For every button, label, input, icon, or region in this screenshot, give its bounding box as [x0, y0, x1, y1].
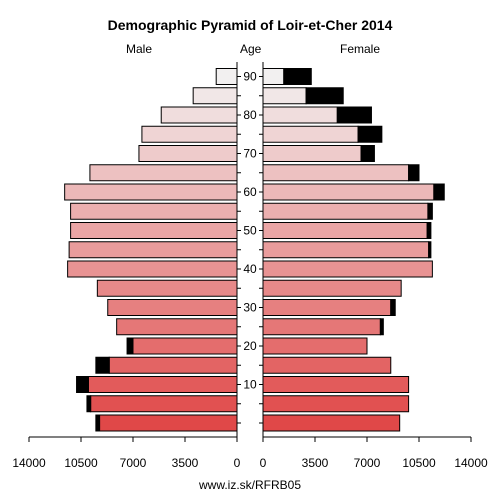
male-bar	[215, 68, 238, 85]
female-bar	[262, 337, 368, 355]
x-tick-label-male: 0	[234, 456, 241, 470]
female-bar	[262, 145, 362, 162]
female-bar	[262, 260, 433, 278]
female-bar	[262, 202, 429, 220]
chart-title: Demographic Pyramid of Loir-et-Cher 2014	[107, 17, 393, 33]
male-bar	[67, 260, 238, 278]
male-bar	[68, 241, 238, 259]
female-bar	[262, 414, 401, 432]
x-tick-label-male: 10500	[64, 456, 98, 470]
female-excess-bar	[390, 299, 396, 316]
female-header: Female	[340, 42, 381, 56]
age-tick-label: 40	[243, 262, 257, 276]
male-bar	[96, 279, 238, 297]
age-tick-label: 10	[243, 378, 257, 392]
x-tick-label-female: 3500	[302, 456, 329, 470]
male-bar	[108, 356, 238, 374]
x-tick-label-male: 7000	[120, 456, 147, 470]
male-excess-bar	[76, 376, 89, 393]
female-bar	[262, 279, 402, 297]
male-bar	[64, 183, 238, 201]
male-excess-bar	[95, 356, 110, 374]
female-bar	[262, 395, 410, 413]
male-bar	[138, 145, 238, 162]
female-excess-bar	[305, 87, 344, 105]
male-bar	[116, 318, 238, 336]
male-excess-bar	[86, 395, 92, 413]
female-excess-bar	[283, 68, 312, 85]
age-tick-label: 90	[243, 70, 257, 84]
female-excess-bar	[360, 145, 375, 162]
female-bar	[262, 164, 410, 182]
male-bar	[90, 395, 238, 413]
age-tick-label: 20	[243, 339, 257, 353]
age-header: Age	[240, 42, 262, 56]
female-bar	[262, 125, 359, 143]
male-excess-bar	[95, 414, 101, 432]
age-tick-label: 80	[243, 108, 257, 122]
female-bar	[262, 318, 381, 336]
x-tick-label-female: 10500	[402, 456, 436, 470]
x-tick-label-female: 7000	[354, 456, 381, 470]
female-excess-bar	[408, 164, 420, 182]
male-bar	[132, 337, 238, 355]
x-tick-label-female: 14000	[454, 456, 488, 470]
male-header: Male	[126, 42, 153, 56]
female-bar	[262, 106, 338, 124]
female-bar	[262, 376, 410, 393]
male-bar	[99, 414, 238, 432]
male-bar	[87, 376, 238, 393]
age-tick-label: 50	[243, 224, 257, 238]
age-tick-label: 30	[243, 301, 257, 315]
female-bar	[262, 222, 428, 239]
female-excess-bar	[428, 241, 432, 259]
male-bar	[160, 106, 238, 124]
x-tick-label-male: 3500	[172, 456, 199, 470]
age-tick-label: 70	[243, 147, 257, 161]
male-bar	[70, 202, 238, 220]
female-bar	[262, 299, 392, 316]
x-tick-label-male: 14000	[12, 456, 46, 470]
male-bar	[107, 299, 238, 316]
male-bar	[89, 164, 238, 182]
female-bar	[262, 68, 285, 85]
female-bar	[262, 241, 430, 259]
male-bar	[192, 87, 238, 105]
male-bar	[141, 125, 238, 143]
female-excess-bar	[433, 183, 445, 201]
female-excess-bar	[336, 106, 372, 124]
female-bar	[262, 356, 392, 374]
female-excess-bar	[379, 318, 384, 336]
female-bar	[262, 87, 307, 105]
age-tick-label: 60	[243, 185, 257, 199]
female-excess-bar	[427, 202, 433, 220]
x-tick-label-female: 0	[260, 456, 267, 470]
female-bar	[262, 183, 435, 201]
male-bar	[70, 222, 238, 239]
female-excess-bar	[426, 222, 432, 239]
female-excess-bar	[357, 125, 383, 143]
source-footer: www.iz.sk/RFRB05	[198, 478, 302, 492]
male-excess-bar	[126, 337, 134, 355]
